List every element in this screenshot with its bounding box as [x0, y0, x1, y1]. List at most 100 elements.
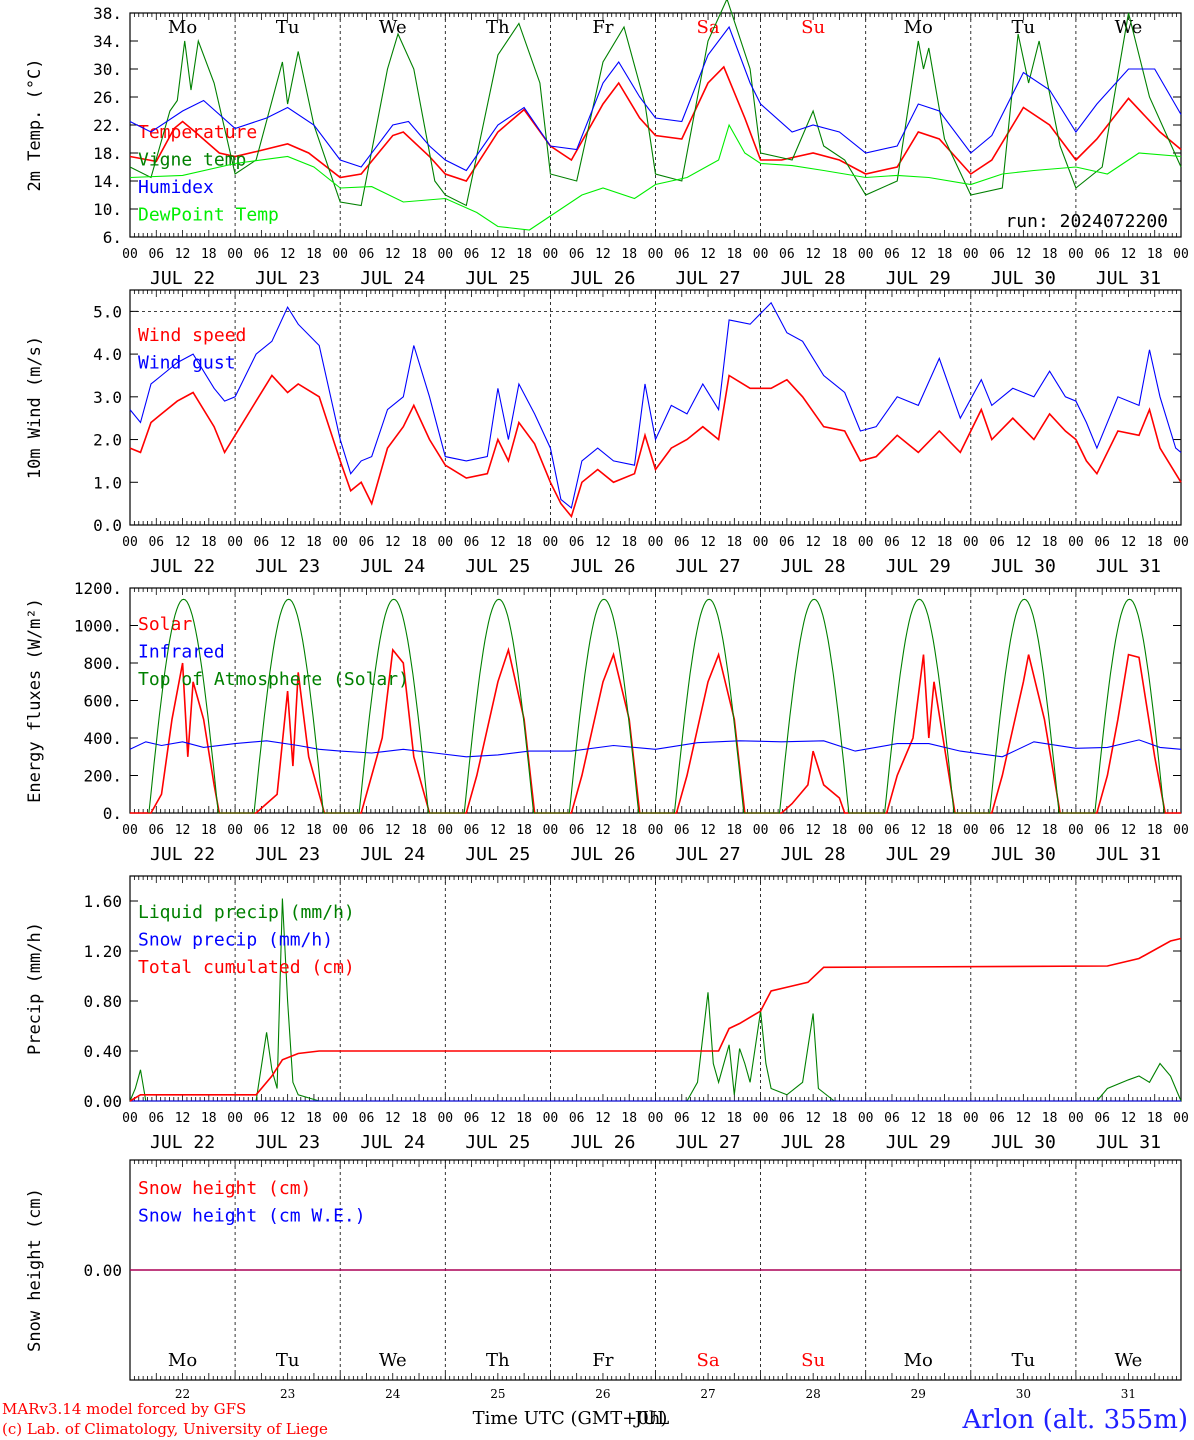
date-label: JUL 25 [465, 268, 530, 289]
panel-3: 0. 200. 400. 600. 800. 1000. 1200. Energy fluxe… [25, 579, 1189, 865]
day-number-label: 23 [280, 1387, 295, 1401]
day-number-label: 30 [1016, 1387, 1031, 1401]
legend-label: Snow height (cm) [138, 1178, 311, 1199]
x-axis-title-overlap: JUL [633, 1408, 669, 1429]
legend-label: Liquid precip (mm/h) [138, 902, 355, 923]
date-label: JUL 24 [360, 844, 425, 865]
x-tick-label: 18 [621, 535, 637, 550]
y-tick-label: 0.00 [83, 1261, 122, 1280]
x-tick-label: 12 [385, 1111, 401, 1126]
x-tick-label: 18 [1147, 535, 1163, 550]
x-tick-label: 12 [700, 1111, 716, 1126]
legend-label: DewPoint Temp [138, 205, 279, 226]
day-number-label: 27 [700, 1387, 715, 1401]
x-tick-label: 12 [490, 1111, 506, 1126]
date-label: JUL 22 [150, 844, 215, 865]
panel-1: 6. 10. 14. 18. 22. 26. 30. 34. 38. 2m Temp. (°C) 0… [25, 0, 1189, 289]
x-tick-label: 06 [569, 247, 585, 262]
x-tick-label: 12 [805, 823, 821, 838]
y-tick-label: 600. [83, 692, 122, 711]
x-tick-label: 00 [1173, 535, 1189, 550]
series-line [148, 598, 1165, 814]
x-tick-label: 18 [306, 823, 322, 838]
legend-label: Vigne temp [138, 150, 246, 171]
panel-4: 0.00 0.40 0.80 1.20 1.60 Precip (mm/h) 00 06 12 1… [25, 875, 1189, 1153]
day-number-label: 22 [175, 1387, 190, 1401]
x-tick-label: 18 [1042, 1111, 1058, 1126]
x-tick-label: 12 [1016, 247, 1032, 262]
x-tick-label: 00 [122, 535, 138, 550]
x-tick-label: 12 [1121, 247, 1137, 262]
date-label: JUL 30 [991, 1132, 1056, 1153]
x-tick-label: 18 [832, 823, 848, 838]
legend-label: Infrared [138, 642, 225, 663]
x-tick-label: 18 [411, 247, 427, 262]
x-tick-label: 06 [254, 823, 270, 838]
panel-2: 0.0 1.0 2.0 3.0 4.0 5.0 10m Wind (m/s) 00 06 12 18… [25, 289, 1189, 577]
x-tick-label: 00 [437, 1111, 453, 1126]
series-line [129, 65, 1182, 182]
weekday-label: We [379, 1350, 407, 1371]
y-tick-label: 30. [93, 60, 122, 79]
x-tick-label: 18 [621, 1111, 637, 1126]
x-tick-label: 06 [989, 535, 1005, 550]
x-tick-label: 06 [254, 1111, 270, 1126]
x-tick-label: 06 [569, 535, 585, 550]
x-tick-label: 18 [621, 823, 637, 838]
x-tick-label: 12 [910, 823, 926, 838]
legend-label: Top of Atmosphere (Solar) [138, 669, 409, 690]
date-label: JUL 27 [676, 1132, 741, 1153]
x-tick-label: 00 [1068, 1111, 1084, 1126]
x-tick-label: 18 [411, 1111, 427, 1126]
x-tick-label: 00 [332, 823, 348, 838]
x-tick-label: 00 [1173, 247, 1189, 262]
x-tick-label: 12 [1016, 823, 1032, 838]
x-tick-label: 00 [648, 823, 664, 838]
x-axis-title: Time UTC (GMT+0h) [473, 1408, 668, 1429]
x-tick-label: 12 [1121, 1111, 1137, 1126]
x-tick-label: 06 [779, 535, 795, 550]
weekday-label: Tu [1012, 1350, 1036, 1371]
date-label: JUL 27 [676, 556, 741, 577]
x-tick-label: 12 [1121, 823, 1137, 838]
legend-label: Wind gust [138, 353, 236, 374]
x-tick-label: 00 [858, 535, 874, 550]
x-tick-label: 00 [648, 247, 664, 262]
panel-5: 0.00 Snow height (cm) Mo Tu We Th Fr Sa Su Mo Tu We… [25, 1159, 1182, 1401]
weekday-label: Mo [168, 1350, 197, 1371]
y-tick-label: 38. [93, 4, 122, 23]
x-tick-label: 06 [359, 535, 375, 550]
x-tick-label: 12 [805, 1111, 821, 1126]
weekday-label: Sa [697, 17, 720, 38]
y-tick-label: 1.20 [83, 942, 122, 961]
date-label: JUL 31 [1096, 1132, 1161, 1153]
x-tick-label: 00 [648, 535, 664, 550]
weekday-label: We [379, 17, 407, 38]
y-axis-label: Snow height (cm) [25, 1188, 45, 1352]
date-label: JUL 31 [1096, 556, 1161, 577]
x-tick-label: 00 [227, 1111, 243, 1126]
series-line [129, 0, 1182, 207]
x-tick-label: 06 [1094, 823, 1110, 838]
credit-model: MARv3.14 model forced by GFS [2, 1400, 246, 1418]
y-tick-label: 18. [93, 144, 122, 163]
x-tick-label: 00 [122, 1111, 138, 1126]
series-line [129, 898, 1182, 1102]
x-tick-label: 18 [1147, 823, 1163, 838]
x-tick-label: 12 [385, 247, 401, 262]
day-number-label: 24 [385, 1387, 401, 1401]
x-tick-label: 00 [122, 823, 138, 838]
y-tick-label: 2.0 [93, 431, 122, 450]
x-tick-label: 18 [516, 535, 532, 550]
x-tick-label: 12 [490, 823, 506, 838]
x-tick-label: 12 [805, 535, 821, 550]
date-label: JUL 26 [570, 1132, 635, 1153]
x-tick-label: 06 [674, 823, 690, 838]
x-tick-label: 12 [490, 535, 506, 550]
y-tick-label: 0.40 [83, 1042, 122, 1061]
weekday-label: Fr [592, 1350, 613, 1371]
x-tick-label: 18 [832, 535, 848, 550]
x-tick-label: 18 [621, 247, 637, 262]
x-tick-label: 06 [779, 1111, 795, 1126]
